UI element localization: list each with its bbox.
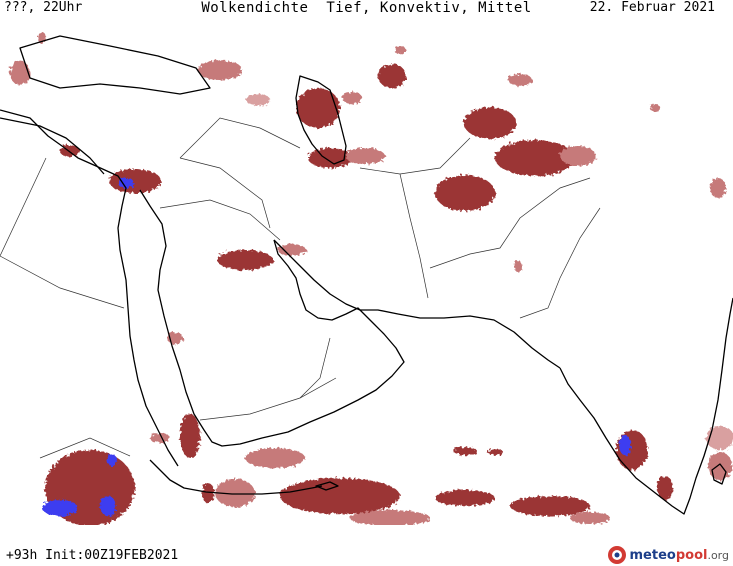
cloud-patch bbox=[706, 426, 733, 450]
border-egypt-sudan bbox=[0, 255, 125, 309]
cloud-patch bbox=[710, 178, 726, 198]
island-socotra bbox=[315, 481, 339, 491]
cloud-patch bbox=[215, 479, 255, 507]
model-run-info: +93h Init:00Z19FEB2021 bbox=[6, 548, 179, 563]
coastline-caspian bbox=[295, 75, 347, 165]
border-turkmenistan bbox=[359, 137, 471, 175]
cloud-patch bbox=[180, 414, 200, 458]
coastline-africa-redsea bbox=[0, 109, 179, 467]
coastline-arabia-west bbox=[139, 189, 405, 447]
cloud-patch bbox=[350, 510, 430, 526]
cloud-patch bbox=[342, 92, 362, 104]
border-iraq-syria bbox=[179, 157, 271, 229]
cloud-patch bbox=[280, 478, 400, 514]
logo-pool: pool bbox=[675, 547, 708, 563]
cloud-patch bbox=[514, 260, 522, 272]
border-iran-afghanistan bbox=[399, 173, 429, 299]
border-ethiopia bbox=[39, 437, 131, 459]
cloud-patch bbox=[560, 146, 596, 166]
cloud-patch bbox=[464, 107, 516, 139]
meteopool-logo-icon bbox=[607, 546, 626, 564]
cloud-patch bbox=[10, 61, 30, 85]
border-egypt-libya bbox=[0, 157, 47, 257]
cloud-patch bbox=[100, 496, 116, 516]
cloud-patch bbox=[245, 448, 305, 468]
cloud-patch bbox=[508, 74, 532, 86]
cloud-patch bbox=[510, 496, 590, 516]
cloud-patch bbox=[435, 490, 495, 506]
logo-prefix: meteo bbox=[629, 547, 676, 563]
border-saudi-yemen bbox=[199, 377, 337, 421]
cloud-patch bbox=[150, 433, 170, 443]
cloud-patch bbox=[217, 250, 273, 270]
map-footer: +93h Init:00Z19FEB2021 meteopool.org bbox=[0, 530, 733, 566]
coastline-mediterranean bbox=[0, 117, 105, 175]
cloud-patch bbox=[394, 46, 406, 54]
cloud-patch bbox=[657, 476, 673, 500]
cloud-patch bbox=[109, 169, 161, 193]
island-sri-lanka bbox=[711, 463, 727, 485]
weather-map bbox=[0, 18, 733, 526]
cloud-patch bbox=[378, 64, 406, 88]
coastlines bbox=[0, 35, 733, 515]
forecast-time-label: ???, 22Uhr bbox=[4, 0, 83, 15]
forecast-date: 22. Februar 2021 bbox=[589, 0, 715, 15]
coastline-horn-of-africa bbox=[149, 459, 323, 495]
logo-tld: .org bbox=[707, 548, 729, 562]
map-title: Wolkendichte Tief, Konvektiv, Mittel bbox=[201, 0, 532, 16]
cloud-patch bbox=[42, 500, 78, 516]
coastline-india-west bbox=[559, 297, 733, 515]
cloud-patch bbox=[570, 512, 610, 524]
map-canvas bbox=[0, 32, 733, 526]
border-oman bbox=[299, 337, 331, 399]
cloud-patch bbox=[202, 483, 214, 503]
cloud-patch bbox=[487, 449, 503, 455]
country-borders bbox=[0, 117, 601, 459]
meteopool-logo[interactable]: meteopool.org bbox=[607, 544, 730, 566]
border-turkey-iran bbox=[179, 117, 301, 159]
border-pakistan-india bbox=[519, 207, 601, 319]
cloud-patch bbox=[278, 244, 306, 256]
cloud-patch bbox=[619, 435, 631, 455]
coastline-black-sea bbox=[19, 35, 211, 95]
border-afghanistan-pakistan bbox=[429, 177, 591, 269]
cloud-patch bbox=[435, 175, 495, 211]
cloud-patch bbox=[708, 452, 732, 480]
cloud-patch bbox=[296, 88, 340, 128]
cloud-patch bbox=[495, 140, 575, 176]
cloud-patch bbox=[453, 447, 477, 455]
cloud-patch bbox=[345, 148, 385, 164]
cloud-patch bbox=[198, 60, 242, 80]
cloud-density-layer bbox=[10, 32, 733, 526]
border-saudi-north bbox=[159, 199, 281, 241]
coastline-iran bbox=[273, 239, 561, 369]
cloud-patch bbox=[246, 94, 270, 106]
cloud-patch bbox=[650, 104, 660, 112]
meteopool-logo-text: meteopool.org bbox=[630, 548, 730, 563]
cloud-patch bbox=[107, 454, 117, 466]
cloud-patch bbox=[118, 178, 134, 188]
